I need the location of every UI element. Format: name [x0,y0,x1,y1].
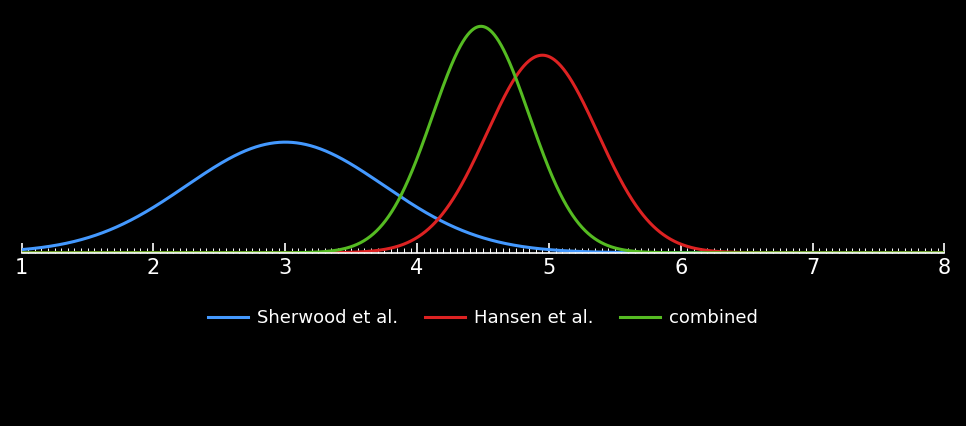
Hansen et al. [176,250,187,255]
combined [921,250,932,255]
Sherwood et al. [15,247,27,252]
Sherwood et al. [821,250,833,255]
Hansen et al. [939,250,951,255]
Hansen et al. [121,250,132,255]
combined [121,250,132,255]
Hansen et al. [370,248,382,253]
Hansen et al. [921,250,932,255]
Hansen et al. [821,250,833,255]
Sherwood et al. [921,250,932,255]
combined [15,250,27,255]
combined [370,229,382,234]
Hansen et al. [410,236,421,241]
combined [939,250,951,255]
Hansen et al. [536,53,548,58]
Line: Hansen et al.: Hansen et al. [21,55,945,253]
Sherwood et al. [410,204,421,209]
Legend: Sherwood et al., Hansen et al., combined: Sherwood et al., Hansen et al., combined [201,302,765,334]
combined [475,24,487,29]
Sherwood et al. [176,186,187,191]
combined [410,160,421,165]
Line: Sherwood et al.: Sherwood et al. [21,142,945,253]
Sherwood et al. [121,219,132,225]
combined [821,250,833,255]
Hansen et al. [15,250,27,255]
Sherwood et al. [370,178,382,183]
Line: combined: combined [21,26,945,253]
Sherwood et al. [279,140,291,145]
combined [176,250,187,255]
Sherwood et al. [939,250,951,255]
